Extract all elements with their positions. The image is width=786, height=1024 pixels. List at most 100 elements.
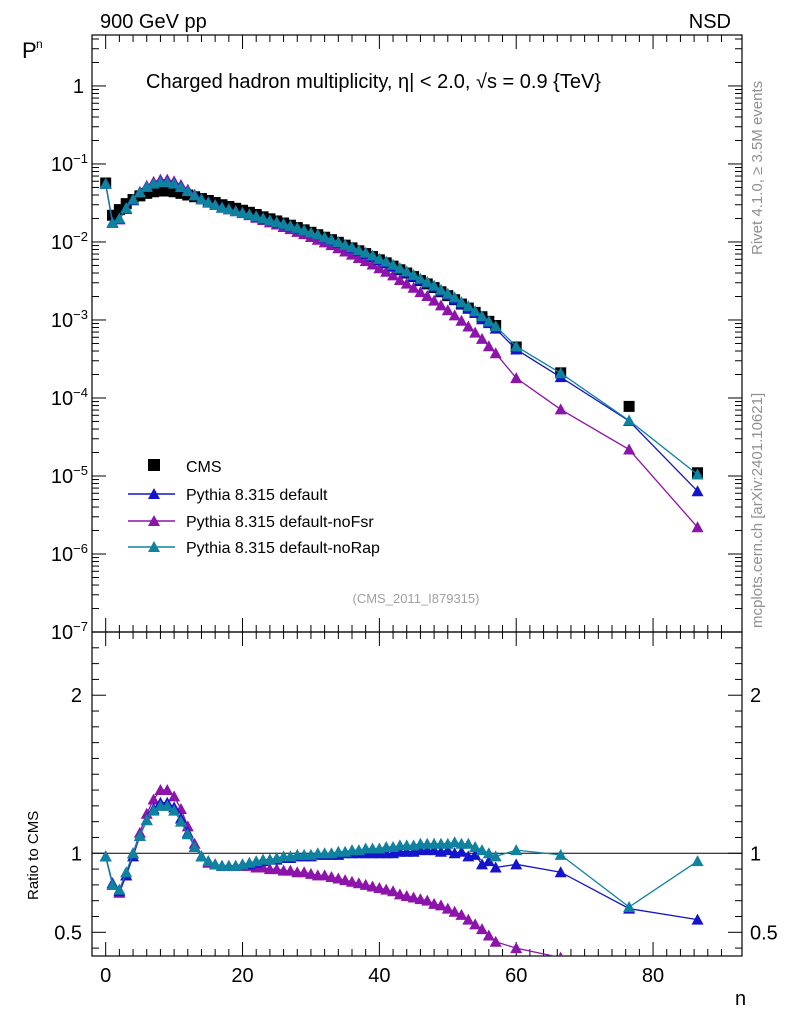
ratio-point-norap (209, 858, 222, 870)
main-point-norap (434, 283, 447, 295)
ratio-point-norap (448, 836, 461, 848)
main-y-tick-label: 1 (73, 76, 84, 98)
ratio-point-nofsr (161, 784, 174, 796)
ratio-point-nofsr (510, 942, 523, 954)
main-point-nofsr (462, 320, 475, 332)
main-point-norap (304, 226, 317, 238)
main-point-nofsr (421, 289, 434, 301)
main-point-nofsr (554, 403, 567, 415)
main-y-tick-label: 10−6 (51, 541, 88, 566)
main-point-norap (346, 241, 358, 253)
ratio-point-nofsr (407, 891, 420, 903)
main-point-norap (448, 291, 461, 303)
main-point-norap (140, 180, 153, 192)
legend-marker-nofsr (148, 515, 160, 526)
ratio-series-group (99, 784, 704, 956)
main-y-label: P (22, 38, 37, 63)
main-point-norap (366, 249, 379, 261)
main-y-label-sub: n (36, 37, 43, 51)
ratio-point-nofsr (558, 951, 564, 956)
main-point-norap (209, 199, 222, 211)
main-point-norap (243, 208, 256, 220)
main-point-norap (216, 201, 228, 213)
ratio-point-norap (127, 847, 140, 859)
main-point-norap (691, 468, 704, 480)
main-point-norap (195, 193, 208, 205)
main-point-norap (291, 221, 304, 233)
ratio-point-nofsr (421, 894, 434, 906)
ratio-point-nofsr (455, 908, 468, 920)
ratio-y-label: Ratio to CMS (25, 811, 42, 900)
main-y-tick-label: 10−1 (51, 151, 88, 176)
cms-data-point (148, 186, 160, 198)
main-point-norap (393, 262, 406, 274)
main-point-norap (421, 275, 434, 287)
main-point-norap (127, 193, 140, 205)
ratio-point-norap (623, 901, 636, 913)
main-point-norap (133, 186, 146, 198)
main-point-norap (106, 216, 119, 228)
main-point-norap (188, 189, 201, 201)
ratio-point-nofsr (270, 863, 283, 875)
main-point-norap (229, 205, 242, 217)
main-point-nofsr (414, 286, 427, 298)
main-point-nofsr (510, 372, 523, 384)
main-point-norap (325, 233, 338, 245)
main-point-norap (462, 300, 475, 312)
ratio-point-default (510, 858, 523, 870)
main-point-norap (236, 206, 249, 218)
ratio-point-nofsr (441, 902, 454, 914)
x-tick-label: 60 (505, 965, 527, 987)
main-point-norap (623, 414, 636, 426)
ratio-point-nofsr (380, 883, 393, 895)
legend-marker-cms (148, 459, 160, 471)
main-point-nofsr (366, 258, 379, 270)
cms-data-point (113, 204, 125, 216)
x-tick-label: 20 (231, 965, 253, 987)
main-point-nofsr (441, 304, 454, 316)
ratio-point-norap (120, 866, 133, 878)
main-y-tick-label: 10−2 (51, 229, 88, 254)
ratio-point-nofsr (318, 869, 331, 881)
legend: CMS Pythia 8.315 default Pythia 8.315 de… (128, 459, 380, 557)
ratio-point-norap (510, 844, 523, 856)
cms-data-point (175, 187, 187, 199)
ratio-point-norap (489, 850, 502, 862)
main-point-nofsr (352, 251, 365, 263)
main-line-default (105, 180, 698, 492)
main-point-nofsr (387, 269, 400, 281)
ratio-point-default (554, 866, 567, 878)
main-point-norap (489, 320, 502, 332)
ratio-point-norap (147, 804, 160, 816)
ratio-point-default (489, 861, 502, 873)
ratio-point-default (482, 855, 495, 867)
main-point-norap (414, 272, 427, 284)
header-energy-label: 900 GeV pp (100, 11, 207, 33)
main-y-tick-label: 10−7 (51, 619, 88, 644)
main-y-tick-label: 10−5 (51, 463, 88, 488)
main-point-nofsr (393, 273, 406, 285)
main-point-nofsr (469, 326, 482, 338)
main-point-norap (387, 258, 400, 270)
main-point-norap (407, 268, 420, 280)
main-point-norap (202, 196, 215, 208)
ratio-point-nofsr (304, 867, 317, 879)
ratio-point-default (469, 848, 482, 860)
main-point-norap (318, 231, 331, 243)
ratio-point-nofsr (400, 889, 413, 901)
title-part-2: η| < 2.0, (398, 71, 476, 93)
ratio-point-nofsr (387, 885, 400, 897)
ratio-point-norap (140, 814, 153, 826)
main-point-norap (510, 340, 523, 352)
main-point-norap (339, 238, 352, 250)
ratio-line-nofsr (105, 789, 557, 956)
ratio-point-norap (202, 855, 215, 867)
main-point-norap (400, 265, 413, 277)
ratio-point-norap (181, 828, 194, 840)
main-point-norap (482, 315, 495, 327)
ratio-point-nofsr (393, 888, 406, 900)
ratio-point-nofsr (448, 905, 461, 917)
main-point-nofsr (482, 340, 495, 352)
cms-data-point (107, 209, 119, 221)
main-point-norap (455, 296, 468, 308)
